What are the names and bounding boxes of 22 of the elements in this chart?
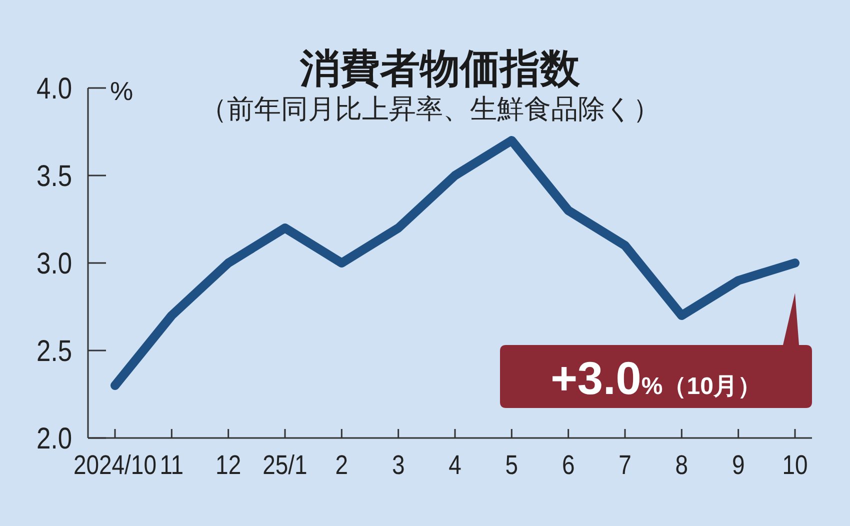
x-tick-label: 4 xyxy=(448,450,462,480)
x-tick-label: 3 xyxy=(392,450,405,480)
x-tick-label: 8 xyxy=(675,450,688,480)
y-tick-label: 4.0 xyxy=(36,72,72,105)
y-tick-label: 2.0 xyxy=(36,422,72,455)
x-tick-label: 9 xyxy=(732,450,745,480)
x-tick-label: 6 xyxy=(562,450,575,480)
chart-title: 消費者物価指数 xyxy=(299,47,581,91)
x-tick-label: 2 xyxy=(335,450,348,480)
x-tick-label: 12 xyxy=(216,450,242,480)
y-tick-label: 2.5 xyxy=(36,334,72,368)
x-tick-label: 7 xyxy=(618,450,632,480)
y-tick-label: 3.5 xyxy=(36,159,72,192)
annotation: +3.0%（10月） xyxy=(550,352,762,404)
x-tick-label: 5 xyxy=(505,450,518,480)
x-tick-label: 2024/10 xyxy=(74,450,156,480)
chart-subtitle: （前年同月比上昇率、生鮮食品除く） xyxy=(200,94,660,124)
x-tick-label: 25/1 xyxy=(262,450,308,480)
x-tick-label: 11 xyxy=(160,450,184,480)
y-axis-title: % xyxy=(110,76,134,106)
x-tick-label: 10 xyxy=(782,450,808,480)
y-tick-label: 3.0 xyxy=(36,246,72,280)
